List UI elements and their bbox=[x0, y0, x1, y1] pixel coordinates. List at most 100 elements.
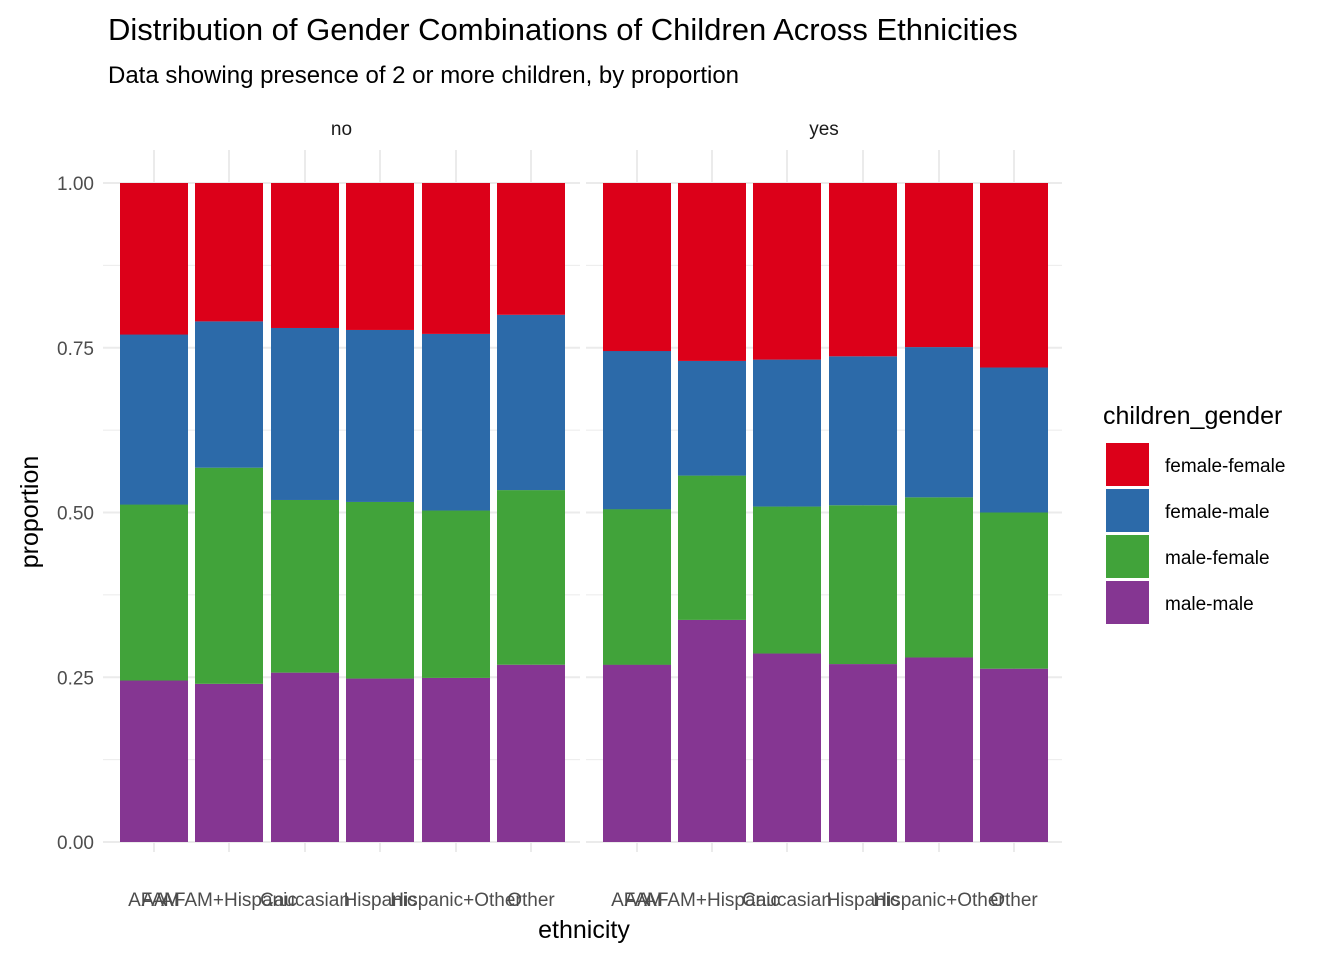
y-tick-label: 1.00 bbox=[57, 174, 94, 195]
bar-AFAM+Hispanic bbox=[678, 183, 746, 842]
bar-segment-female-female bbox=[678, 183, 746, 361]
bar-segment-male-female bbox=[422, 510, 490, 678]
bar-segment-female-female bbox=[829, 183, 897, 357]
bar-segment-male-male bbox=[829, 664, 897, 842]
bar-segment-male-male bbox=[422, 677, 490, 842]
bar-segment-female-male bbox=[905, 347, 973, 498]
bar-segment-female-male bbox=[980, 367, 1048, 513]
bar-segment-male-female bbox=[120, 504, 188, 681]
x-tick-label: Caucasian bbox=[260, 890, 350, 911]
panel-no: no AAAFAMAFAM+HispanicCaucasianHispanicHi… bbox=[103, 119, 580, 911]
bar-AFAM bbox=[603, 183, 671, 842]
bar-Other bbox=[497, 183, 565, 842]
legend-label: male-male bbox=[1165, 594, 1254, 615]
legend-key bbox=[1106, 443, 1149, 486]
x-tick-label: AFAM bbox=[128, 890, 180, 911]
x-tick-label: Other bbox=[507, 890, 555, 911]
legend-entry-female-male: female-male bbox=[1106, 489, 1270, 532]
bar-segment-female-female bbox=[120, 183, 188, 335]
bar-segment-male-female bbox=[753, 506, 821, 654]
bar-Hispanic+Other bbox=[422, 183, 490, 842]
y-axis: 0.00 0.25 0.50 0.75 1.00 bbox=[57, 174, 94, 854]
bar-segment-female-female bbox=[497, 183, 565, 315]
bar-segment-male-male bbox=[195, 683, 263, 842]
bar-segment-male-male bbox=[346, 678, 414, 842]
chart-title: Distribution of Gender Combinations of C… bbox=[108, 12, 1018, 47]
bar-segment-female-female bbox=[753, 183, 821, 360]
x-tick-label: AA bbox=[624, 890, 650, 911]
bar-Hispanic bbox=[346, 183, 414, 842]
legend-key bbox=[1106, 535, 1149, 578]
panel-strip-label: no bbox=[331, 119, 352, 140]
bar-segment-female-male bbox=[120, 334, 188, 505]
bar-Other bbox=[980, 183, 1048, 842]
bar-segment-male-female bbox=[346, 501, 414, 679]
bar-Hispanic+Other bbox=[905, 183, 973, 842]
bar-segment-female-male bbox=[497, 314, 565, 491]
legend: children_gender female-female female-male… bbox=[1103, 402, 1285, 624]
legend-key bbox=[1106, 581, 1149, 624]
x-tick-label: AFAM+Hispanic bbox=[161, 890, 297, 911]
bar-segment-male-female bbox=[271, 499, 339, 673]
bar-segment-male-female bbox=[603, 509, 671, 665]
bar-segment-female-female bbox=[980, 183, 1048, 368]
x-tick-label: Hispanic bbox=[344, 890, 417, 911]
legend-label: male-female bbox=[1165, 548, 1270, 569]
y-tick-label: 0.75 bbox=[57, 339, 94, 360]
x-tick-label: AFAM bbox=[611, 890, 663, 911]
bar-segment-female-female bbox=[346, 183, 414, 330]
y-tick-label: 0.50 bbox=[57, 504, 94, 525]
y-tick-label: 0.25 bbox=[57, 668, 94, 689]
x-tick-label: Hispanic+Other bbox=[873, 890, 1005, 911]
legend-title: children_gender bbox=[1103, 402, 1282, 430]
bar-segment-male-male bbox=[120, 680, 188, 842]
bar-segment-male-male bbox=[497, 664, 565, 842]
bar-AFAM bbox=[120, 183, 188, 842]
legend-entry-female-female: female-female bbox=[1106, 443, 1285, 486]
x-tick-label: Other bbox=[990, 890, 1038, 911]
bar-segment-female-female bbox=[422, 183, 490, 334]
y-tick-label: 0.00 bbox=[57, 833, 94, 854]
bar-segment-male-male bbox=[905, 657, 973, 842]
bar-segment-male-female bbox=[905, 497, 973, 658]
x-tick-label: AFAM+Hispanic bbox=[644, 890, 780, 911]
bar-segment-female-female bbox=[905, 183, 973, 348]
bar-Hispanic bbox=[829, 183, 897, 842]
bar-segment-female-female bbox=[603, 183, 671, 352]
legend-label: female-male bbox=[1165, 502, 1270, 523]
bar-segment-female-male bbox=[271, 327, 339, 500]
panel-yes: yes AAAFAMAFAM+HispanicCaucasianHispanicH… bbox=[586, 119, 1062, 911]
bar-segment-male-female bbox=[195, 467, 263, 684]
bar-segment-female-female bbox=[195, 183, 263, 322]
bar-segment-female-male bbox=[678, 360, 746, 476]
bar-segment-male-male bbox=[678, 619, 746, 842]
bar-segment-female-male bbox=[346, 329, 414, 502]
bar-segment-female-male bbox=[603, 351, 671, 510]
facet-panels: noAAAFAMAFAM+HispanicCaucasianHispanicHi… bbox=[103, 119, 1062, 911]
x-tick-label: Caucasian bbox=[742, 890, 832, 911]
bar-Caucasian bbox=[271, 183, 339, 842]
bar-segment-male-male bbox=[271, 672, 339, 842]
bar-AFAM+Hispanic bbox=[195, 183, 263, 842]
bar-segment-male-male bbox=[980, 668, 1048, 842]
x-tick-label: AA bbox=[141, 890, 167, 911]
bar-segment-female-female bbox=[271, 183, 339, 328]
bar-segment-female-male bbox=[829, 356, 897, 506]
bar-segment-male-female bbox=[829, 505, 897, 665]
bar-segment-male-male bbox=[603, 664, 671, 842]
bar-segment-male-female bbox=[980, 512, 1048, 669]
bar-segment-female-male bbox=[753, 359, 821, 507]
chart-subtitle: Data showing presence of 2 or more child… bbox=[108, 62, 739, 89]
legend-entry-male-female: male-female bbox=[1106, 535, 1270, 578]
bar-segment-female-male bbox=[422, 333, 490, 511]
x-tick-label: Hispanic+Other bbox=[390, 890, 522, 911]
legend-entry-male-male: male-male bbox=[1106, 581, 1254, 624]
legend-key bbox=[1106, 489, 1149, 532]
x-tick-label: Hispanic bbox=[827, 890, 900, 911]
bar-segment-male-female bbox=[678, 475, 746, 620]
panel-strip-label: yes bbox=[809, 119, 839, 140]
bar-segment-female-male bbox=[195, 321, 263, 468]
y-axis-title: proportion bbox=[16, 456, 44, 569]
bar-segment-male-female bbox=[497, 490, 565, 665]
